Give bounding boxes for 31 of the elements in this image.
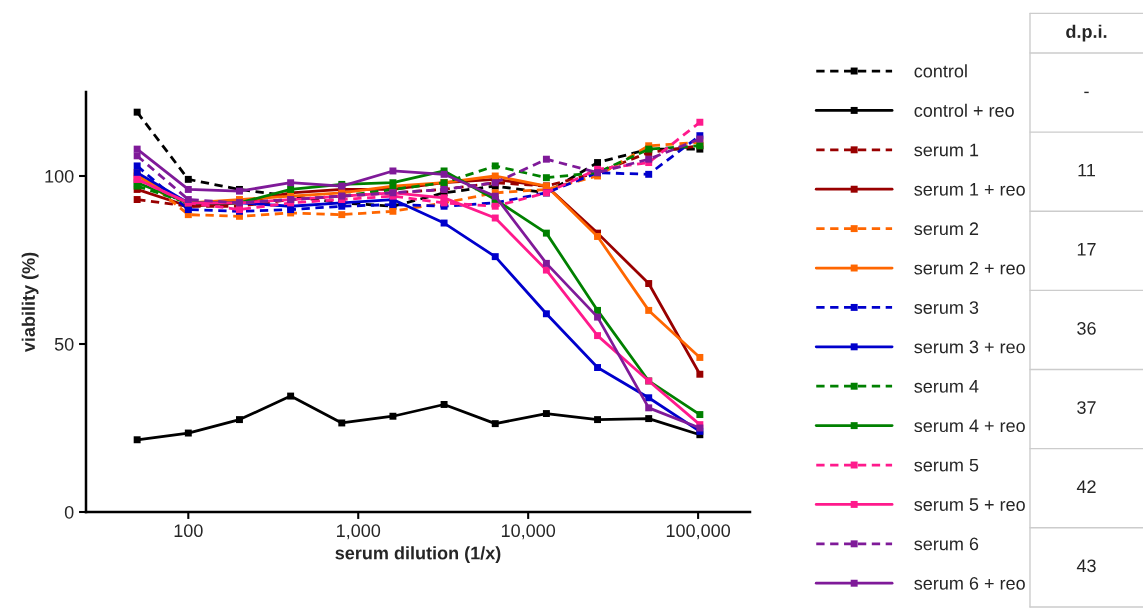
y-tick-label: 50 xyxy=(54,337,74,351)
legend-label: serum 1 xyxy=(914,143,979,157)
legend-label: control xyxy=(914,64,967,78)
y-tick-label: 100 xyxy=(45,169,74,183)
legend-label: serum 5 + reo xyxy=(914,498,1025,511)
legend-label: serum 3 xyxy=(914,301,979,314)
x-tick-label: 100,000 xyxy=(666,524,731,540)
legend-label: serum 6 + reo xyxy=(914,576,1025,590)
text: 17 xyxy=(1077,243,1096,256)
legend-label: serum 2 xyxy=(914,222,979,236)
legend-label: serum 4 + reo xyxy=(914,419,1025,433)
x-tick-label: 10,000 xyxy=(501,524,556,540)
text: 36 xyxy=(1077,322,1096,335)
text: 43 xyxy=(1076,559,1096,573)
text: d.p.i. xyxy=(1066,24,1107,42)
x-tick-label: 1,000 xyxy=(337,524,381,540)
y-tick-label: 0 xyxy=(64,505,74,519)
text: 11 xyxy=(1078,163,1095,177)
legend-label: serum 2 + reo xyxy=(914,261,1025,275)
legend-label: serum 3 + reo xyxy=(914,340,1025,354)
legend-label: serum 6 xyxy=(914,537,979,551)
text: - xyxy=(1084,91,1089,94)
legend-label: serum 5 xyxy=(914,458,979,472)
text: 42 xyxy=(1076,480,1096,493)
x-tick-label: 100 xyxy=(174,524,203,538)
x-axis-title: serum dilution (1/x) xyxy=(335,546,501,564)
legend-label: control + reo xyxy=(914,103,1014,117)
legend-label: serum 4 xyxy=(914,380,979,393)
legend-label: serum 1 + reo xyxy=(914,183,1025,196)
text: 37 xyxy=(1077,401,1096,414)
y-axis-title: viability (%) xyxy=(21,252,39,353)
